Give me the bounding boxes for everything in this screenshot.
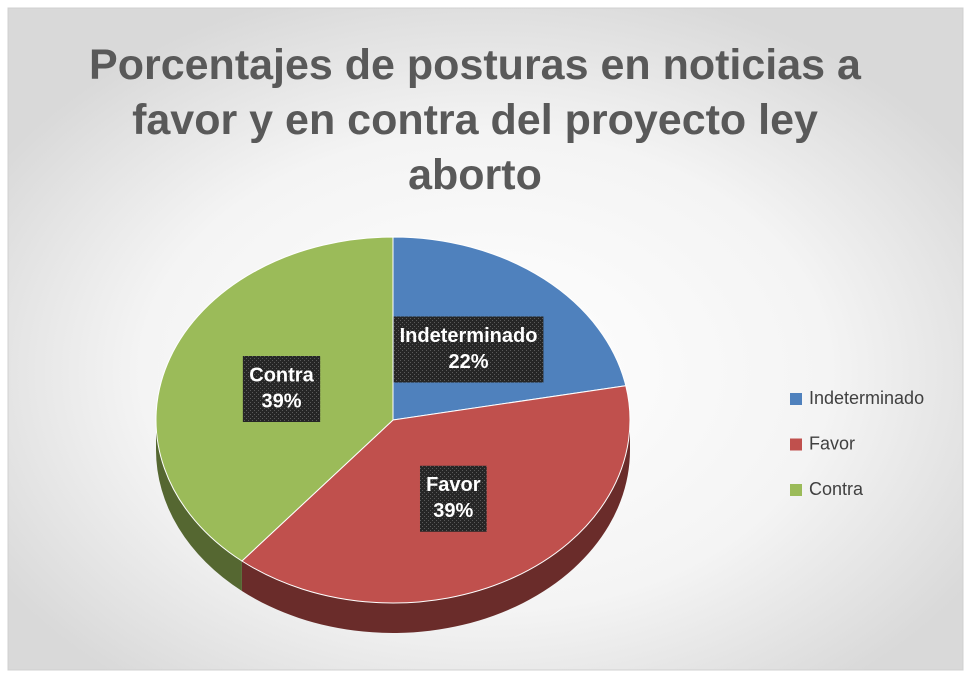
legend-swatch xyxy=(790,393,802,405)
pie-side xyxy=(156,420,242,592)
pie-side xyxy=(241,420,630,633)
legend-label: Favor xyxy=(809,433,855,453)
data-label-box xyxy=(393,316,544,383)
data-label-value: 39% xyxy=(433,500,473,522)
legend-swatch xyxy=(790,484,802,496)
data-label-box xyxy=(419,465,487,532)
data-label-value: 22% xyxy=(449,351,489,373)
legend-label: Contra xyxy=(809,479,864,499)
legend-swatch xyxy=(790,438,802,451)
data-label-category: Indeterminado xyxy=(400,325,538,347)
data-label-box xyxy=(242,356,321,423)
data-label-value: 39% xyxy=(261,390,301,412)
data-label-category: Contra xyxy=(249,364,314,386)
legend-label: Indeterminado xyxy=(809,388,924,408)
data-label-category: Favor xyxy=(426,474,481,496)
chart-title: Porcentajes de posturas en noticias a fa… xyxy=(89,41,861,199)
